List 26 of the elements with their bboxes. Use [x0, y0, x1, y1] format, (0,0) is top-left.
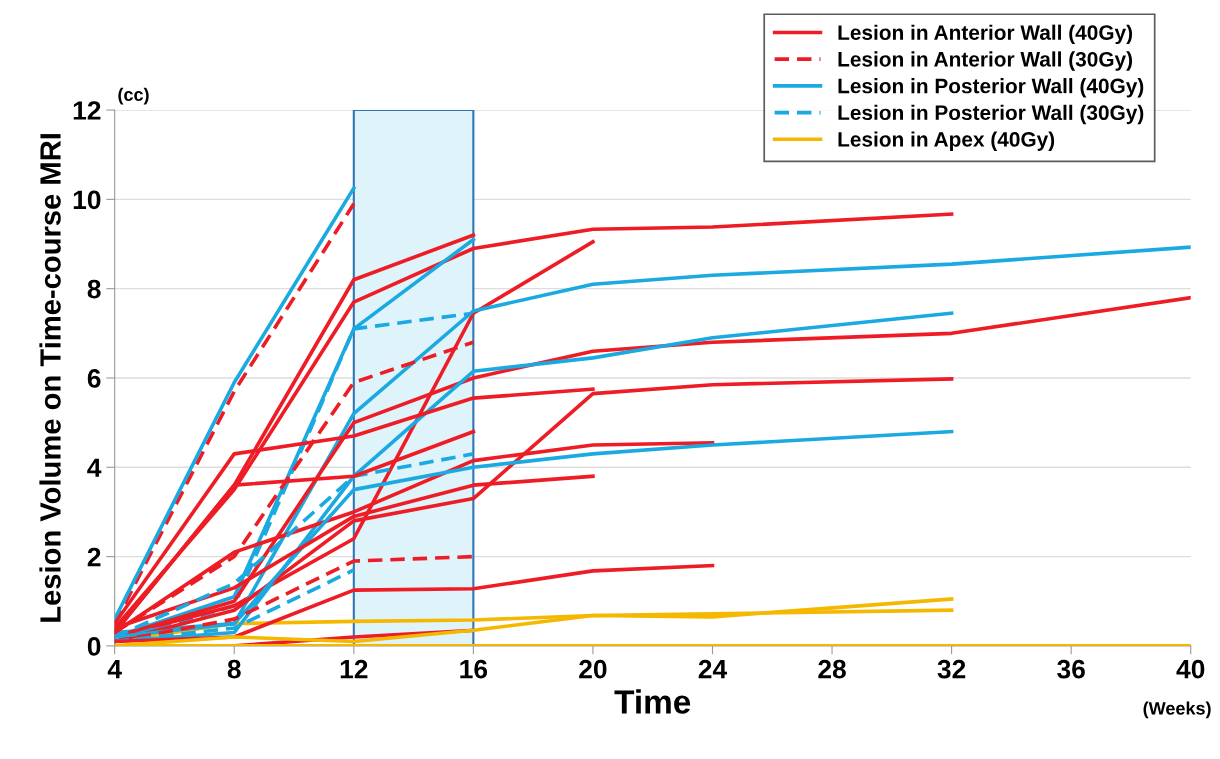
x-tick-label: 20: [579, 659, 607, 679]
x-tick-label: 40: [1176, 659, 1205, 679]
x-axis-title: Time: [614, 689, 691, 714]
y-tick-label: 10: [73, 190, 101, 210]
text: (Weeks): [1143, 701, 1211, 719]
legend-label: Lesion in Anterior Wall (40Gy): [838, 24, 1133, 45]
y-axis-title: Lesion Volume on Time-course MRI: [39, 134, 61, 622]
x-tick-label: 16: [460, 659, 488, 679]
legend-label: Lesion in Posterior Wall (30Gy): [838, 104, 1144, 125]
x-tick-label: 12: [340, 659, 368, 679]
x-tick-label: 4: [107, 660, 122, 679]
y-tick-label: 6: [87, 369, 101, 388]
legend-label: Lesion in Posterior Wall (40Gy): [838, 78, 1144, 98]
y-tick-label: 0: [87, 637, 101, 656]
x-tick-label: 8: [227, 659, 241, 679]
y-tick-label: 8: [87, 279, 101, 299]
text: (cc): [118, 87, 149, 105]
x-tick-label: 36: [1057, 659, 1085, 679]
legend-label: Lesion in Apex (40Gy): [838, 131, 1055, 151]
y-tick-label: 2: [87, 547, 101, 567]
x-tick-label: 32: [937, 659, 966, 679]
x-tick-label: 24: [698, 659, 728, 679]
y-tick-label: 4: [87, 458, 102, 477]
x-tick-label: 28: [818, 659, 846, 679]
legend-label: Lesion in Anterior Wall (30Gy): [838, 51, 1133, 71]
y-tick-label: 12: [73, 101, 101, 120]
